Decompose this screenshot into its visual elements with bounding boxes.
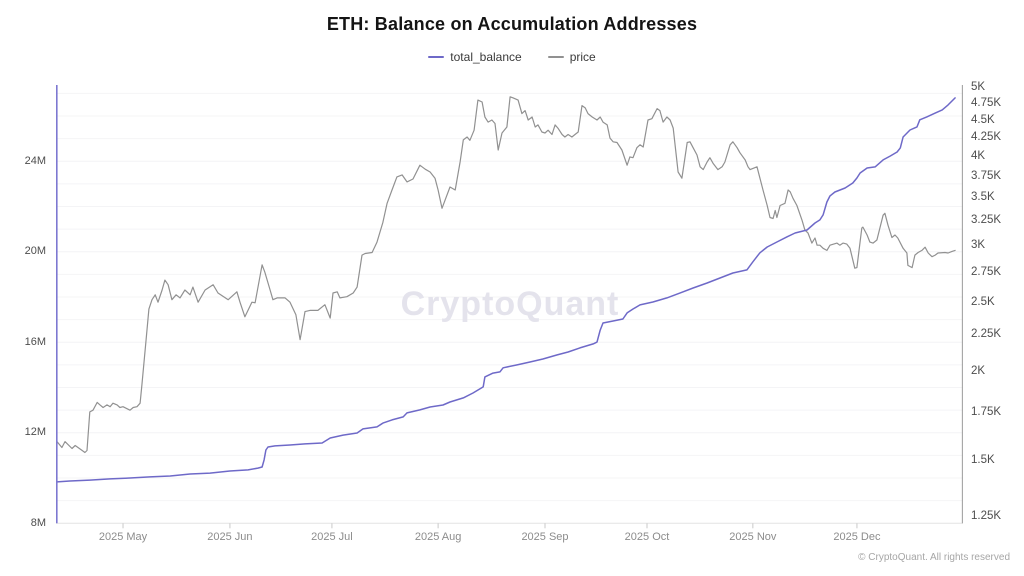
right-axis-tick-label: 4K [971,150,986,163]
legend-item-label: price [569,50,596,64]
right-axis-tick-label: 1.75K [971,405,1002,418]
x-axis-tick-label: 2025 Dec [833,531,881,543]
x-axis-tick-label: 2025 Aug [414,531,462,543]
right-axis-tick-label: 5K [971,81,986,94]
left-axis-tick-label: 12M [24,426,46,439]
x-axis-tick-label: 2025 Oct [624,531,670,543]
right-axis-tick-label: 2.75K [971,266,1002,279]
right-axis-tick-label: 3K [971,239,986,252]
right-axis-tick-label: 3.75K [971,170,1002,183]
right-axis-tick-label: 4.75K [971,96,1002,109]
price-line-swatch-icon [547,56,564,58]
left-axis-tick-label: 24M [24,154,46,167]
right-axis-tick-label: 3.5K [971,191,995,204]
total-balance-line-swatch-icon [428,56,445,58]
total-balance-line-series [56,97,956,483]
chart-plot-svg[interactable] [56,85,964,533]
left-axis-tick-label: 16M [24,335,46,348]
right-axis-tick-label: 2.25K [971,328,1002,341]
legend-item-price[interactable]: price [547,50,596,64]
chart-title: ETH: Balance on Accumulation Addresses [326,14,698,34]
right-axis-tick-label: 1.25K [971,510,1002,523]
legend-item-label: total_balance [450,50,522,64]
x-axis-tick-label: 2025 Sep [521,531,569,543]
right-axis-tick-label: 1.5K [971,453,995,466]
right-axis-tick-label: 2.5K [971,295,995,308]
legend-item-total-balance[interactable]: total_balance [428,50,522,64]
x-axis-tick-label: 2025 Jun [207,531,253,543]
left-axis-tick-label: 8M [30,516,46,529]
x-axis-tick-label: 2025 Nov [729,531,777,543]
copyright-notice: © CryptoQuant. All rights reserved [858,552,1010,563]
right-axis-tick-label: 4.25K [971,131,1002,144]
right-axis-tick-label: 2K [971,364,986,377]
x-axis-tick-label: 2025 May [98,531,148,543]
price-line-series [56,96,956,454]
x-axis-tick-label: 2025 Jul [311,531,353,543]
right-axis-tick-label: 3.25K [971,214,1002,227]
left-axis-tick-label: 20M [24,245,46,258]
right-axis-tick-label: 4.5K [971,113,995,126]
chart-legend: total_balance price [0,50,1024,64]
